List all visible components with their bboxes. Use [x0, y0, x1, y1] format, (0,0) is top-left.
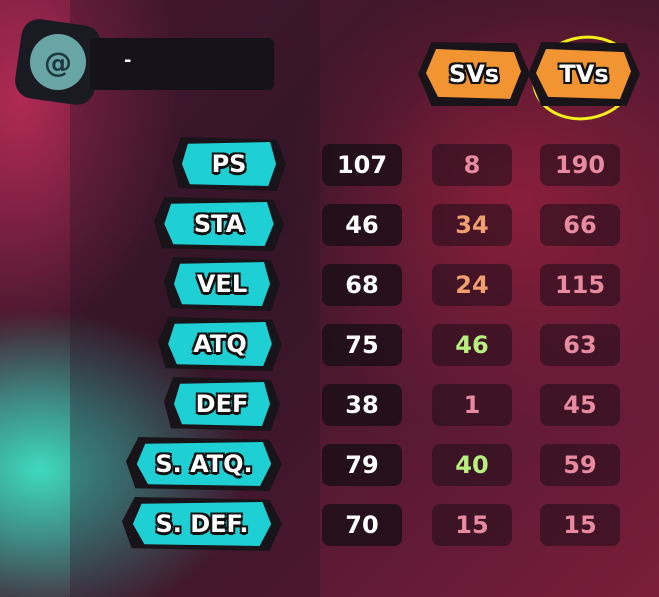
stat-row: S. ATQ. 79 40 59	[0, 440, 659, 488]
base-stat-value: 68	[322, 264, 402, 306]
stat-label: S. ATQ.	[134, 442, 274, 486]
stat-label: S. DEF.	[130, 502, 274, 546]
sv-value: 40	[432, 444, 512, 486]
sv-value: 34	[432, 204, 512, 246]
stat-row: VEL 68 24 115	[0, 260, 659, 308]
tv-value: 45	[540, 384, 620, 426]
temtem-name: -	[124, 50, 132, 71]
tv-value: 15	[540, 504, 620, 546]
tvs-tab-button[interactable]: TVs	[534, 48, 634, 100]
stat-row: PS 107 8 190	[0, 140, 659, 188]
stat-row: STA 46 34 66	[0, 200, 659, 248]
base-stat-value: 46	[322, 204, 402, 246]
tv-value: 115	[540, 264, 620, 306]
temtem-emblem-icon: @	[30, 34, 86, 90]
stat-label: PS	[180, 142, 278, 186]
svs-tab-button[interactable]: SVs	[424, 48, 524, 100]
base-stat-value: 38	[322, 384, 402, 426]
sv-value: 46	[432, 324, 512, 366]
tv-value: 63	[540, 324, 620, 366]
stat-label: ATQ	[166, 322, 274, 366]
stat-label: STA	[162, 202, 276, 246]
base-stat-value: 70	[322, 504, 402, 546]
stat-row: DEF 38 1 45	[0, 380, 659, 428]
base-stat-value: 107	[322, 144, 402, 186]
tv-value: 190	[540, 144, 620, 186]
stat-label: DEF	[172, 382, 272, 426]
tv-value: 66	[540, 204, 620, 246]
base-stat-value: 79	[322, 444, 402, 486]
sv-value: 15	[432, 504, 512, 546]
tv-value: 59	[540, 444, 620, 486]
name-bar	[90, 38, 274, 90]
sv-value: 8	[432, 144, 512, 186]
stat-label: VEL	[172, 262, 272, 306]
stat-row: S. DEF. 70 15 15	[0, 500, 659, 548]
sv-value: 1	[432, 384, 512, 426]
base-stat-value: 75	[322, 324, 402, 366]
stat-row: ATQ 75 46 63	[0, 320, 659, 368]
sv-value: 24	[432, 264, 512, 306]
